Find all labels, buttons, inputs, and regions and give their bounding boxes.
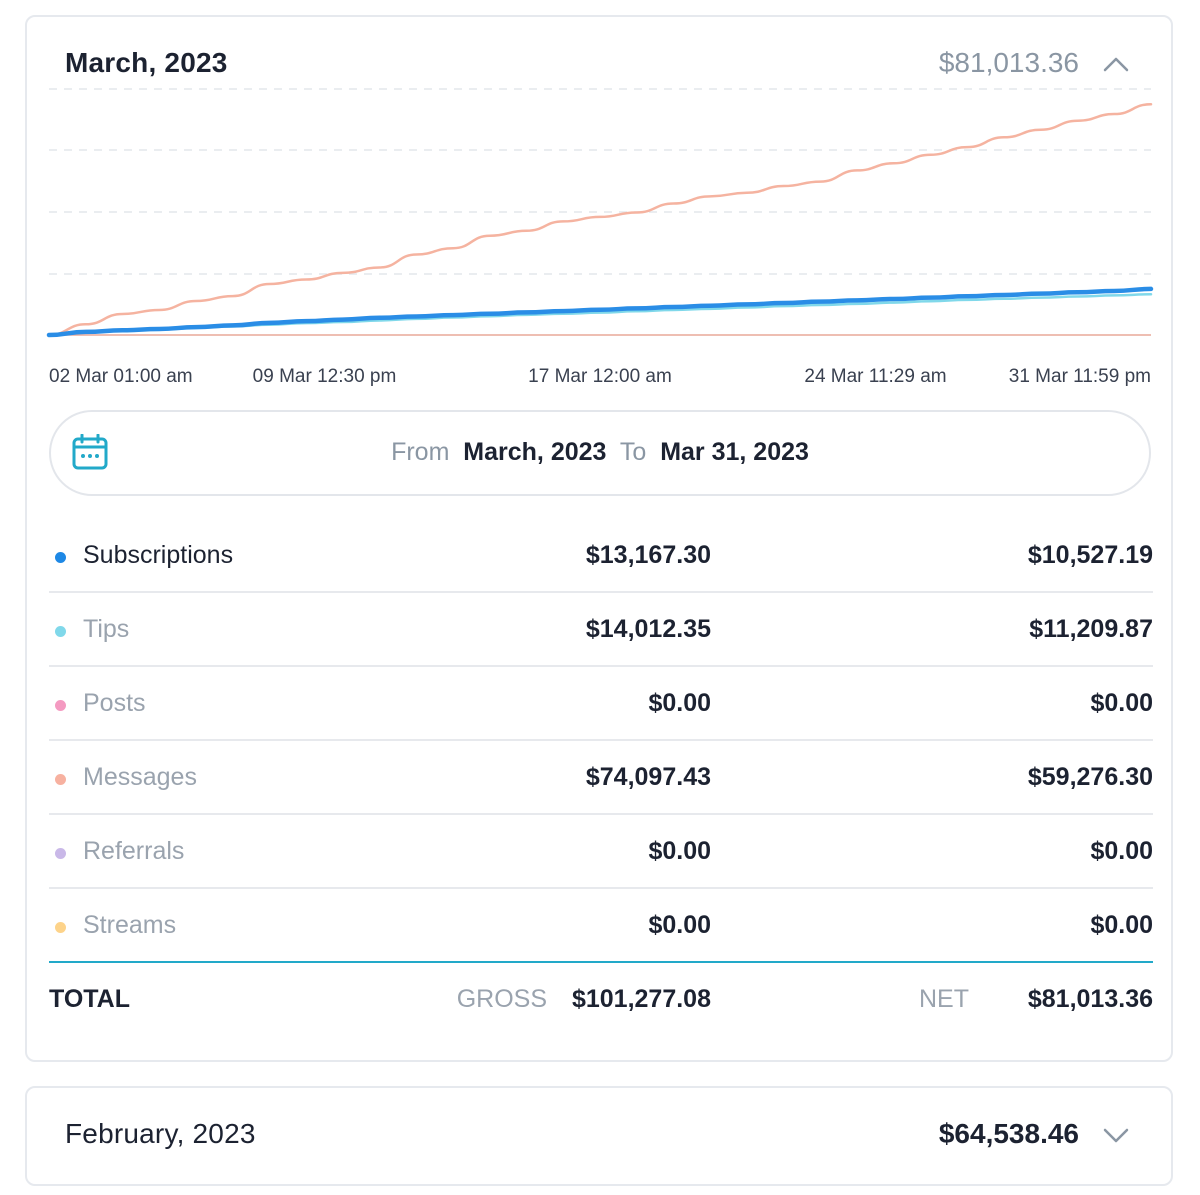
total-net-value: $81,013.36 (1027, 985, 1153, 1013)
earnings-row-streams: Streams $0.00 $0.00 (49, 889, 1153, 963)
series-line-0 (47, 102, 1153, 337)
x-tick-label: 31 Mar 11:59 pm (1009, 366, 1151, 387)
row-label[interactable]: Tips (83, 615, 130, 643)
month-card-header[interactable]: February, 2023 $64,538.46 (65, 1114, 1129, 1158)
row-label[interactable]: Referrals (83, 837, 185, 865)
total-label: TOTAL (49, 985, 131, 1013)
earnings-row-posts: Posts $0.00 $0.00 (49, 667, 1153, 741)
chevron-down-icon[interactable] (1103, 1126, 1129, 1144)
x-tick-label: 24 Mar 11:29 am (804, 366, 946, 387)
total-gross-value: $101,277.08 (571, 985, 711, 1013)
row-gross-value: $13,167.30 (585, 541, 711, 569)
net-caption: NET (919, 985, 969, 1013)
month-card-march: March, 2023 $81,013.36 02 Mar 01:00 am 09… (25, 15, 1173, 1062)
month-title: March, 2023 (65, 47, 228, 78)
earnings-breakdown-table: Subscriptions $13,167.30 $10,527.19 Tips… (49, 519, 1153, 1037)
row-gross-value: $0.00 (648, 689, 711, 717)
series-dot (55, 848, 66, 859)
date-range-text: From March, 2023 To Mar 31, 2023 (51, 438, 1149, 467)
earnings-row-messages: Messages $74,097.43 $59,276.30 (49, 741, 1153, 815)
range-to-value[interactable]: Mar 31, 2023 (660, 438, 809, 466)
gross-caption: GROSS (456, 985, 547, 1013)
row-net-value: $0.00 (1090, 911, 1153, 939)
row-gross-value: $0.00 (648, 911, 711, 939)
range-to-label: To (619, 438, 647, 466)
row-label[interactable]: Posts (83, 689, 146, 717)
x-tick-label: 09 Mar 12:30 pm (253, 366, 397, 387)
series-line-1 (47, 293, 1153, 337)
series-dot (55, 774, 66, 785)
month-net-total: $64,538.46 (938, 1118, 1079, 1149)
calendar-icon[interactable] (71, 434, 109, 472)
series-dot (55, 552, 66, 563)
series-dot (55, 626, 66, 637)
range-from-value[interactable]: March, 2023 (463, 438, 607, 466)
earnings-line-chart: 02 Mar 01:00 am 09 Mar 12:30 pm 17 Mar 12:… (46, 88, 1154, 387)
row-gross-value: $14,012.35 (585, 615, 711, 643)
row-gross-value: $74,097.43 (585, 763, 711, 791)
series-line-2 (46, 286, 1154, 338)
earnings-row-tips: Tips $14,012.35 $11,209.87 (49, 593, 1153, 667)
x-tick-label: 02 Mar 01:00 am (49, 366, 193, 387)
row-net-value: $11,209.87 (1029, 615, 1153, 643)
row-net-value: $0.00 (1090, 689, 1153, 717)
date-range-picker[interactable]: From March, 2023 To Mar 31, 2023 (49, 410, 1151, 496)
series-dot (55, 922, 66, 933)
earnings-row-referrals: Referrals $0.00 $0.00 (49, 815, 1153, 889)
earnings-row-subscriptions: Subscriptions $13,167.30 $10,527.19 (49, 519, 1153, 593)
row-label[interactable]: Streams (83, 911, 177, 939)
row-gross-value: $0.00 (648, 837, 711, 865)
series-dot (55, 700, 66, 711)
month-title: February, 2023 (65, 1118, 256, 1149)
earnings-total-row: TOTAL GROSS $101,277.08 NET $81,013.36 (49, 963, 1153, 1037)
chevron-up-icon[interactable] (1103, 55, 1129, 73)
month-card-february: February, 2023 $64,538.46 (25, 1086, 1173, 1186)
row-label[interactable]: Subscriptions (83, 541, 234, 569)
x-tick-label: 17 Mar 12:00 am (528, 366, 672, 387)
row-net-value: $10,527.19 (1027, 541, 1153, 569)
row-net-value: $59,276.30 (1027, 763, 1153, 791)
row-net-value: $0.00 (1090, 837, 1153, 865)
month-net-total: $81,013.36 (938, 47, 1079, 78)
month-card-header[interactable]: March, 2023 $81,013.36 (65, 43, 1129, 87)
row-label[interactable]: Messages (83, 763, 197, 791)
range-from-label: From (391, 438, 450, 466)
